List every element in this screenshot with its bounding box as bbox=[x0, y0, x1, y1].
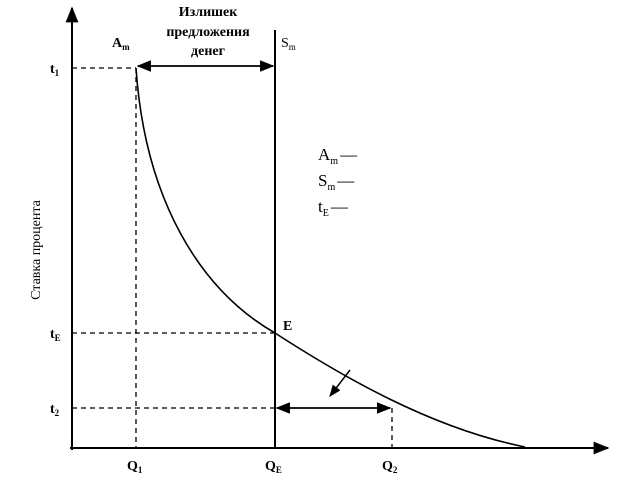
legend-item: Sm — bbox=[318, 171, 355, 193]
label-part: m bbox=[289, 42, 296, 52]
shift-arrow bbox=[329, 369, 351, 397]
y-label: t1 bbox=[50, 62, 60, 78]
label-part: m bbox=[122, 42, 130, 52]
axis-label: Ставка процента bbox=[29, 199, 44, 300]
label-part: Q bbox=[382, 459, 393, 474]
legend-item: tE — bbox=[318, 197, 349, 219]
label-part: — bbox=[336, 171, 355, 190]
label-part: — bbox=[330, 197, 349, 216]
label-part: Q bbox=[127, 459, 138, 474]
annotation: предложения bbox=[166, 25, 250, 40]
demand-curve bbox=[135, 67, 526, 448]
label-part: E bbox=[55, 333, 61, 343]
equilibrium-label: E bbox=[283, 319, 292, 334]
label-part: A bbox=[318, 145, 331, 164]
x-label: Q1 bbox=[127, 459, 143, 475]
label-part: 2 bbox=[55, 408, 60, 418]
demand-label: Am bbox=[112, 36, 130, 52]
legend-item: Am — bbox=[318, 145, 358, 167]
label-part: t bbox=[50, 327, 55, 342]
label-part: E bbox=[323, 208, 329, 219]
label-part: 1 bbox=[55, 68, 60, 78]
label-part: S bbox=[281, 36, 289, 51]
label-part: m bbox=[327, 182, 335, 193]
label-part: m bbox=[330, 156, 338, 167]
annotation: Излишек bbox=[179, 5, 238, 20]
label-part: S bbox=[318, 171, 327, 190]
label-part: Q bbox=[265, 459, 276, 474]
annotation: денег bbox=[191, 44, 225, 59]
supply-label: Sm bbox=[281, 36, 296, 52]
label-part: A bbox=[112, 36, 123, 51]
x-label: Q2 bbox=[382, 459, 398, 475]
label-part: t bbox=[50, 402, 55, 417]
label-part: 1 bbox=[138, 465, 143, 475]
x-label: QE bbox=[265, 459, 282, 475]
guides bbox=[72, 67, 393, 448]
label-part: t bbox=[318, 197, 323, 216]
y-label: t2 bbox=[50, 402, 60, 418]
label-part: t bbox=[50, 62, 55, 77]
label-part: — bbox=[339, 145, 358, 164]
label-part: E bbox=[276, 465, 282, 475]
y-label: tE bbox=[50, 327, 61, 343]
label-part: 2 bbox=[393, 465, 398, 475]
